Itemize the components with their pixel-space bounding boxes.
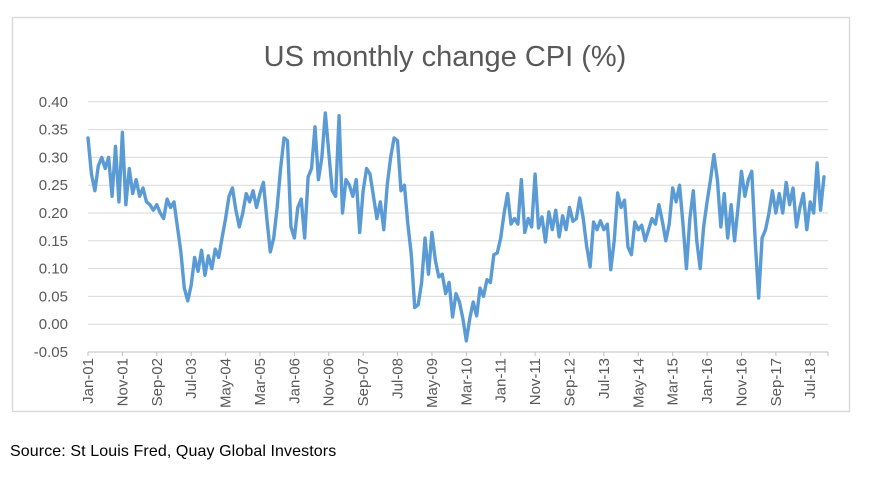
x-axis-tick-label: Sep-07 bbox=[355, 358, 372, 406]
x-axis-tick-label: Mar-05 bbox=[252, 358, 269, 406]
x-axis-tick-label: Mar-10 bbox=[458, 358, 475, 406]
y-axis-tick-label: 0.10 bbox=[39, 261, 68, 278]
gridlines-group bbox=[88, 101, 828, 353]
x-axis-tick-label: Jul-18 bbox=[802, 358, 819, 399]
x-axis-tick-label: Jul-08 bbox=[390, 358, 407, 399]
x-axis-tick-label: Nov-06 bbox=[321, 358, 338, 406]
y-axis-tick-label: 0.35 bbox=[39, 122, 68, 139]
x-axis-tick-label: Sep-12 bbox=[561, 358, 578, 406]
x-axis-tick-label: Sep-17 bbox=[768, 358, 785, 406]
x-axis-tick-label: Jul-03 bbox=[183, 358, 200, 399]
x-axis-tick-label: Nov-16 bbox=[733, 358, 750, 406]
y-axis-tick-label: 0.00 bbox=[39, 316, 68, 333]
y-axis-tick-labels-group: 0.40 0.35 0.30 0.25 0.20 0.15 0.10 0.05 0.00 -0.0… bbox=[34, 94, 68, 361]
x-axis-tick-label: Jul-13 bbox=[596, 358, 613, 399]
x-axis-tick-label: May-14 bbox=[630, 358, 647, 408]
y-axis-tick-label: 0.20 bbox=[39, 205, 68, 222]
x-axis-tick-label: Mar-15 bbox=[665, 358, 682, 406]
source-note: Source: St Louis Fred, Quay Global Inves… bbox=[10, 443, 337, 460]
x-axis-tick-label: May-09 bbox=[424, 358, 441, 408]
cpi-series-line bbox=[86, 111, 826, 343]
chart-title: US monthly change CPI (%) bbox=[264, 41, 627, 73]
chart-border bbox=[11, 16, 851, 413]
x-axis-tick-label: Nov-01 bbox=[114, 358, 131, 406]
series-group bbox=[86, 111, 826, 343]
x-axis-tick-label: Jan-16 bbox=[699, 358, 716, 404]
x-axis-group bbox=[87, 352, 829, 356]
x-axis-tick-label: Jan-01 bbox=[80, 358, 97, 404]
y-axis-tick-label: 0.05 bbox=[39, 288, 68, 305]
y-axis-tick-label: 0.25 bbox=[39, 177, 68, 194]
y-axis-tick-label: -0.05 bbox=[34, 344, 68, 361]
x-axis-tick-label: Jan-11 bbox=[493, 358, 510, 403]
x-axis-tick-label: Sep-02 bbox=[149, 358, 166, 406]
y-axis-tick-label: 0.40 bbox=[39, 94, 68, 111]
y-axis-tick-label: 0.30 bbox=[39, 149, 68, 166]
x-axis-tick-label: Jan-06 bbox=[286, 358, 303, 404]
y-axis-tick-label: 0.15 bbox=[39, 233, 68, 250]
x-axis-tick-label: May-04 bbox=[218, 358, 235, 408]
x-axis-tick-label: Nov-11 bbox=[527, 358, 544, 405]
x-axis-tick-labels-group: Jan-01 Nov-01 Sep-02 Jul-03 May-04 Mar-05 Jan-… bbox=[80, 358, 819, 408]
